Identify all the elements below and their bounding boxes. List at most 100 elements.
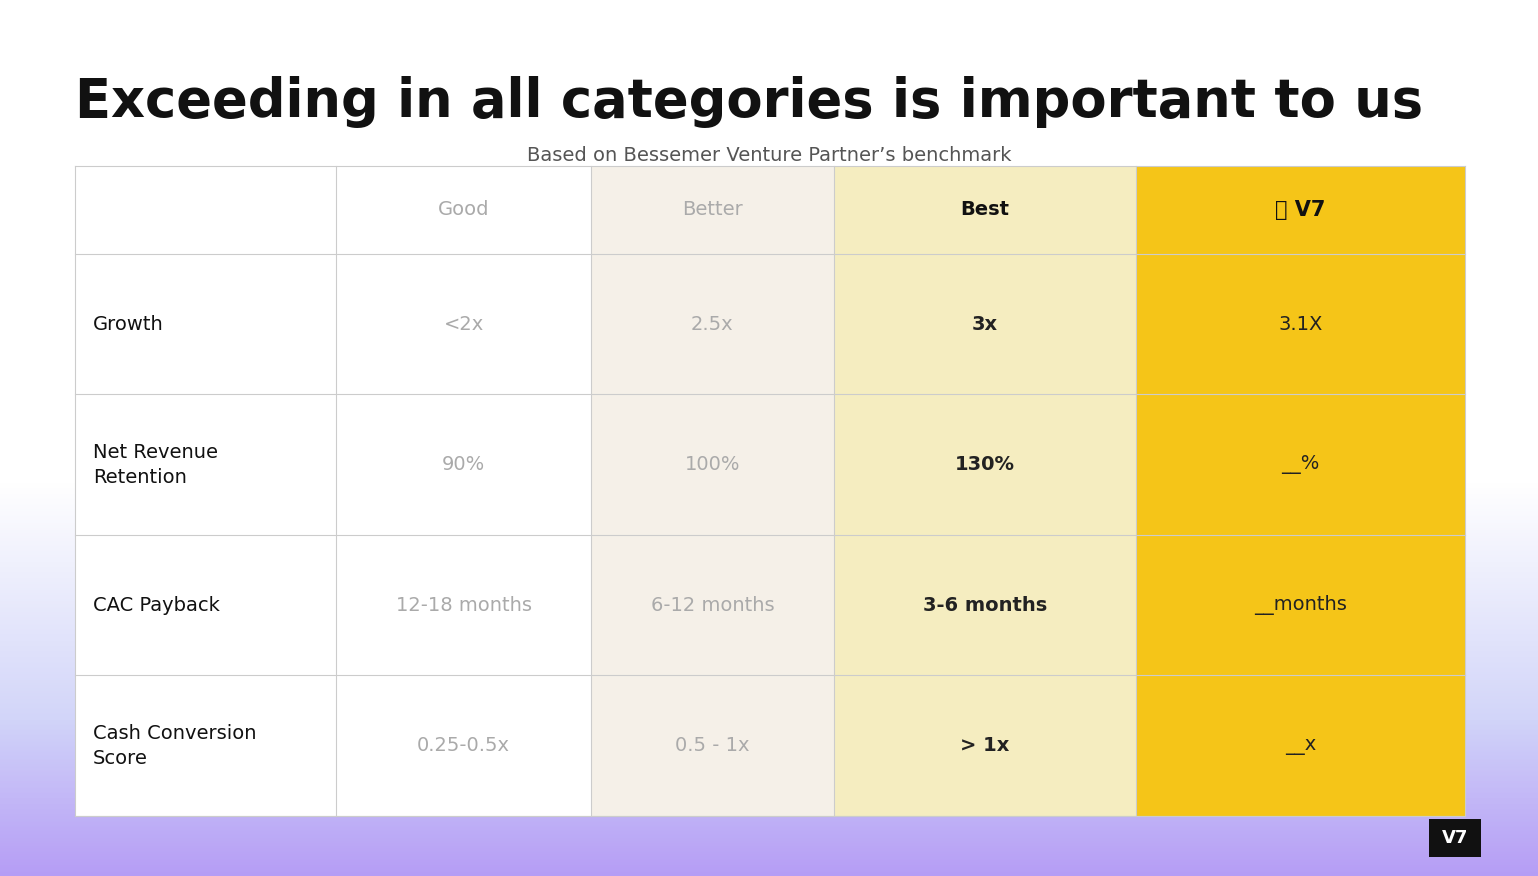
Bar xyxy=(0,844,1538,846)
Bar xyxy=(0,696,1538,697)
Bar xyxy=(0,590,1538,592)
Bar xyxy=(0,717,1538,718)
Bar xyxy=(0,831,1538,832)
Bar xyxy=(0,560,1538,561)
Bar xyxy=(0,573,1538,574)
Bar xyxy=(0,699,1538,700)
Bar xyxy=(0,574,1538,576)
Bar xyxy=(0,697,1538,699)
Bar xyxy=(0,851,1538,852)
Bar xyxy=(0,790,1538,792)
Bar xyxy=(0,799,1538,800)
Bar xyxy=(0,602,1538,603)
Bar xyxy=(0,592,1538,594)
Bar xyxy=(0,671,1538,673)
Bar xyxy=(834,166,1135,816)
Bar xyxy=(0,686,1538,687)
Text: V7: V7 xyxy=(1441,829,1469,847)
Bar xyxy=(0,836,1538,837)
Bar xyxy=(0,543,1538,545)
Bar xyxy=(0,737,1538,738)
Bar xyxy=(0,734,1538,736)
Bar xyxy=(0,768,1538,770)
Bar xyxy=(0,516,1538,517)
Bar xyxy=(0,804,1538,805)
Bar xyxy=(0,624,1538,625)
Bar xyxy=(0,802,1538,804)
Bar xyxy=(0,725,1538,726)
Bar xyxy=(0,540,1538,541)
Text: __%: __% xyxy=(1281,456,1320,474)
Bar xyxy=(0,596,1538,597)
Bar xyxy=(0,527,1538,529)
Bar xyxy=(0,834,1538,836)
Bar xyxy=(0,631,1538,632)
Bar xyxy=(0,675,1538,676)
Bar xyxy=(0,825,1538,826)
Bar xyxy=(0,611,1538,612)
Bar xyxy=(0,537,1538,538)
Bar xyxy=(0,701,1538,703)
Bar xyxy=(0,820,1538,821)
Bar xyxy=(0,662,1538,663)
Bar xyxy=(0,669,1538,671)
Text: __months: __months xyxy=(1253,595,1347,615)
Bar xyxy=(0,548,1538,550)
Bar xyxy=(0,837,1538,839)
Text: 130%: 130% xyxy=(955,456,1015,474)
Bar xyxy=(0,642,1538,643)
Bar xyxy=(0,767,1538,768)
Bar xyxy=(0,752,1538,753)
Bar xyxy=(0,503,1538,505)
Bar xyxy=(0,808,1538,809)
Text: 0.25-0.5x: 0.25-0.5x xyxy=(417,736,511,755)
Bar xyxy=(0,713,1538,715)
Bar xyxy=(0,625,1538,626)
Bar xyxy=(0,715,1538,716)
Bar xyxy=(0,764,1538,766)
Bar xyxy=(0,771,1538,773)
Bar xyxy=(337,166,591,816)
Text: 3x: 3x xyxy=(972,314,998,334)
Bar xyxy=(0,582,1538,583)
Bar xyxy=(1429,819,1481,857)
Bar xyxy=(0,673,1538,674)
Bar xyxy=(0,795,1538,797)
Bar xyxy=(0,862,1538,863)
Bar xyxy=(0,841,1538,842)
Bar xyxy=(0,832,1538,834)
Bar xyxy=(0,505,1538,506)
Bar xyxy=(0,805,1538,806)
Bar xyxy=(0,606,1538,608)
Bar xyxy=(0,822,1538,823)
Bar xyxy=(75,166,337,816)
Bar xyxy=(0,576,1538,578)
Bar xyxy=(0,818,1538,820)
Bar xyxy=(0,666,1538,668)
Bar xyxy=(0,729,1538,731)
Bar xyxy=(0,579,1538,581)
Bar xyxy=(0,647,1538,648)
Bar xyxy=(0,871,1538,872)
Bar xyxy=(0,529,1538,531)
Bar xyxy=(0,645,1538,646)
Bar xyxy=(0,800,1538,801)
Bar xyxy=(0,482,1538,484)
Bar xyxy=(0,612,1538,613)
Bar xyxy=(0,495,1538,496)
Bar xyxy=(0,826,1538,827)
Bar xyxy=(0,852,1538,853)
Bar xyxy=(0,758,1538,759)
Bar xyxy=(0,659,1538,661)
Text: 6-12 months: 6-12 months xyxy=(651,596,774,615)
Text: 2.5x: 2.5x xyxy=(691,314,734,334)
Text: Cash Conversion
Score: Cash Conversion Score xyxy=(92,724,257,767)
Bar xyxy=(0,547,1538,548)
Bar xyxy=(0,873,1538,874)
Bar xyxy=(0,706,1538,708)
Bar xyxy=(0,621,1538,622)
Bar xyxy=(0,705,1538,706)
Bar xyxy=(0,589,1538,590)
Bar xyxy=(0,863,1538,864)
Bar xyxy=(0,858,1538,860)
